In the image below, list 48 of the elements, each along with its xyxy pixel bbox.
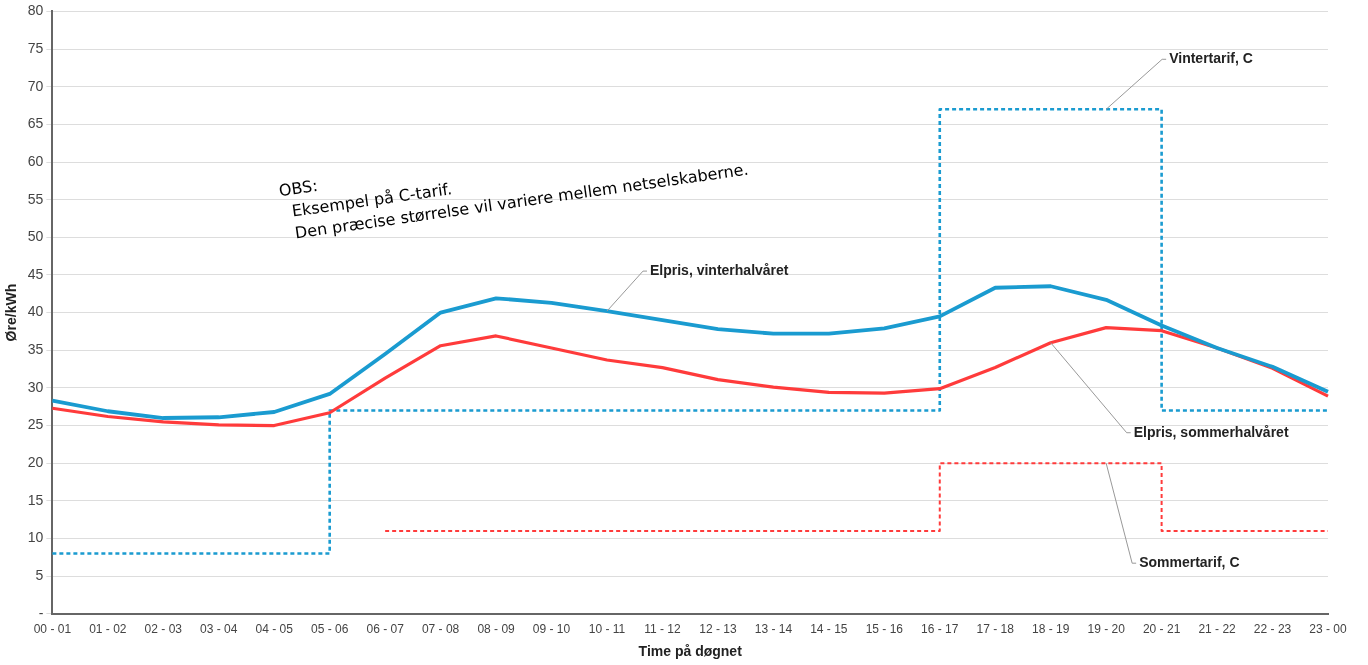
x-axis-title: Time på døgnet: [638, 643, 743, 660]
x-tick-label: 17 - 18: [976, 622, 1015, 637]
x-tick-label: 04 - 05: [255, 622, 294, 637]
x-tick-label: 03 - 04: [200, 622, 238, 637]
x-tick-label: 06 - 07: [366, 622, 405, 637]
x-tick-label: 13 - 14: [754, 622, 793, 637]
x-tick-label: 16 - 17: [921, 622, 959, 637]
x-tick-label: 00 - 01: [33, 622, 72, 637]
x-tick-label: 15 - 16: [865, 622, 904, 637]
x-tick-label: 07 - 08: [421, 622, 460, 637]
y-tick-label: 70: [27, 77, 44, 94]
y-tick-label: 45: [27, 265, 44, 282]
text: Elpris, vinterhalvåret: [649, 261, 789, 278]
text: Elpris, sommerhalvåret: [1133, 423, 1289, 440]
y-tick-label: 55: [27, 190, 44, 207]
x-tick-label: 01 - 02: [89, 622, 127, 637]
x-tick-label: 09 - 10: [532, 622, 571, 637]
x-tick-label: 12 - 13: [699, 622, 737, 637]
x-tick-label: 11 - 12: [644, 622, 682, 637]
x-tick-label: 22 - 23: [1253, 622, 1292, 637]
y-tick-label: 30: [27, 378, 44, 395]
y-tick-label: 10: [27, 529, 44, 546]
y-tick-label: 75: [27, 39, 44, 56]
y-axis-title: Øre/kWh: [3, 283, 20, 342]
y-tick-label: 15: [27, 491, 44, 508]
x-tick-label: 14 - 15: [810, 622, 848, 637]
y-tick-label: 5: [35, 567, 44, 584]
x-tick-label: 21 - 22: [1198, 622, 1237, 637]
x-tick-label: 20 - 21: [1142, 622, 1181, 637]
series-label: Sommertarif, C: [1139, 554, 1240, 571]
y-tick-label: 65: [27, 115, 44, 132]
y-tick-label: 60: [27, 152, 44, 169]
y-tick-label: 25: [27, 416, 44, 433]
y-tick-label: 50: [27, 228, 44, 245]
y-tick-label: 80: [27, 2, 44, 19]
y-tick-label: -: [38, 604, 44, 621]
x-tick-label: 19 - 20: [1087, 622, 1126, 637]
x-tick-label: 10 - 11: [588, 622, 626, 637]
x-tick-label: 05 - 06: [311, 622, 349, 637]
x-tick-label: 23 - 00: [1309, 622, 1348, 637]
text: Vintertarif, C: [1169, 50, 1253, 67]
y-tick-label: 40: [27, 303, 44, 320]
x-tick-label: 02 - 03: [144, 622, 183, 637]
annotation: OBS:: [277, 175, 319, 201]
y-tick-label: 35: [27, 341, 44, 358]
x-tick-label: 18 - 19: [1032, 622, 1070, 637]
y-tick-label: 20: [27, 454, 44, 471]
x-tick-label: 08 - 09: [477, 622, 516, 637]
